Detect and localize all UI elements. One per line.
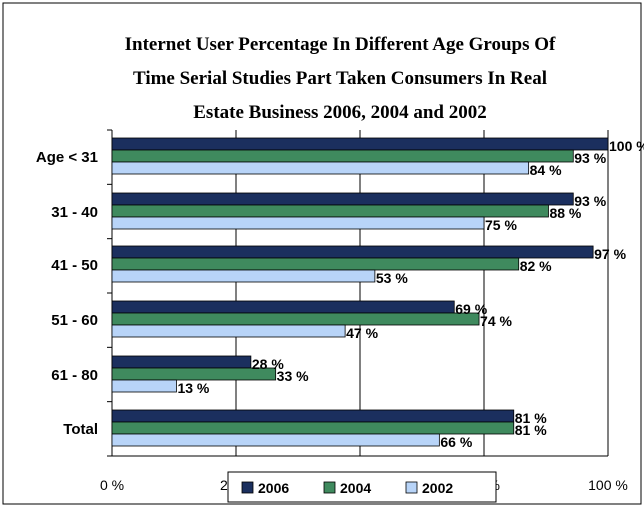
data-label: 28 %: [252, 356, 284, 372]
data-label: 97 %: [594, 246, 626, 262]
bar-2004-2: [111, 257, 520, 271]
chart-title-line: Time Serial Studies Part Taken Consumers…: [133, 68, 547, 89]
data-label: 66 %: [440, 434, 472, 450]
data-label: 74 %: [480, 313, 512, 329]
category-label: Age < 31: [36, 149, 98, 166]
data-label: 69 %: [455, 301, 487, 317]
category-labels: Age < 31 31 - 40 41 - 50 51 - 60 61 - 80 Tota…: [36, 149, 98, 438]
data-label: 84 %: [530, 162, 562, 178]
legend-swatch-2006: [241, 481, 254, 494]
bar-2002-2: [111, 269, 376, 283]
gridlines: [107, 129, 609, 457]
legend: 2006 2004 2002: [227, 471, 497, 503]
data-labels: 100 %93 %84 %93 %88 %75 %97 %82 %53 %69 …: [177, 138, 644, 450]
bar-2002-1: [111, 216, 485, 230]
bar-2004-4: [111, 367, 277, 381]
x-tick-label: 0 %: [100, 477, 124, 493]
bar-2004-5: [111, 421, 515, 435]
bar-2006-1: [111, 192, 574, 206]
legend-label-2004: 2004: [340, 480, 371, 496]
data-label: 82 %: [520, 258, 552, 274]
bar-2006-4: [111, 355, 252, 369]
legend-box: [227, 471, 497, 503]
chart-title: Internet User Percentage In Different Ag…: [125, 34, 556, 123]
bar-2006-0: [111, 137, 609, 151]
category-label: 51 - 60: [51, 312, 98, 329]
bar-2002-5: [111, 433, 440, 447]
bar-2002-4: [111, 379, 177, 393]
data-label: 47 %: [346, 325, 378, 341]
category-label: 61 - 80: [51, 367, 98, 384]
category-label: 31 - 40: [51, 204, 98, 221]
chart-title-line: Estate Business 2006, 2004 and 2002: [193, 102, 487, 123]
bar-2002-0: [111, 161, 530, 175]
category-label: Total: [63, 421, 98, 438]
chart-title-line: Internet User Percentage In Different Ag…: [125, 34, 556, 55]
bar-2006-2: [111, 245, 594, 259]
data-label: 13 %: [177, 380, 209, 396]
data-label: 81 %: [515, 422, 547, 438]
x-tick-label: 100 %: [588, 477, 628, 493]
bar-2004-0: [111, 149, 574, 163]
data-label: 75 %: [485, 217, 517, 233]
legend-swatch-2002: [405, 481, 418, 494]
bars: [111, 137, 609, 447]
data-label: 81 %: [515, 410, 547, 426]
bar-2002-3: [111, 324, 346, 338]
data-label: 93 %: [574, 193, 606, 209]
data-label: 100 %: [609, 138, 644, 154]
bar-2006-3: [111, 300, 455, 314]
data-label: 93 %: [574, 150, 606, 166]
bar-2004-3: [111, 312, 480, 326]
legend-swatch-2004: [323, 481, 336, 494]
bar-2004-1: [111, 204, 549, 218]
legend-label-2006: 2006: [258, 480, 289, 496]
bar-2006-5: [111, 409, 515, 423]
data-label: 53 %: [376, 270, 408, 286]
data-label: 88 %: [549, 205, 581, 221]
data-label: 33 %: [277, 368, 309, 384]
category-label: 41 - 50: [51, 257, 98, 274]
legend-label-2002: 2002: [422, 480, 453, 496]
